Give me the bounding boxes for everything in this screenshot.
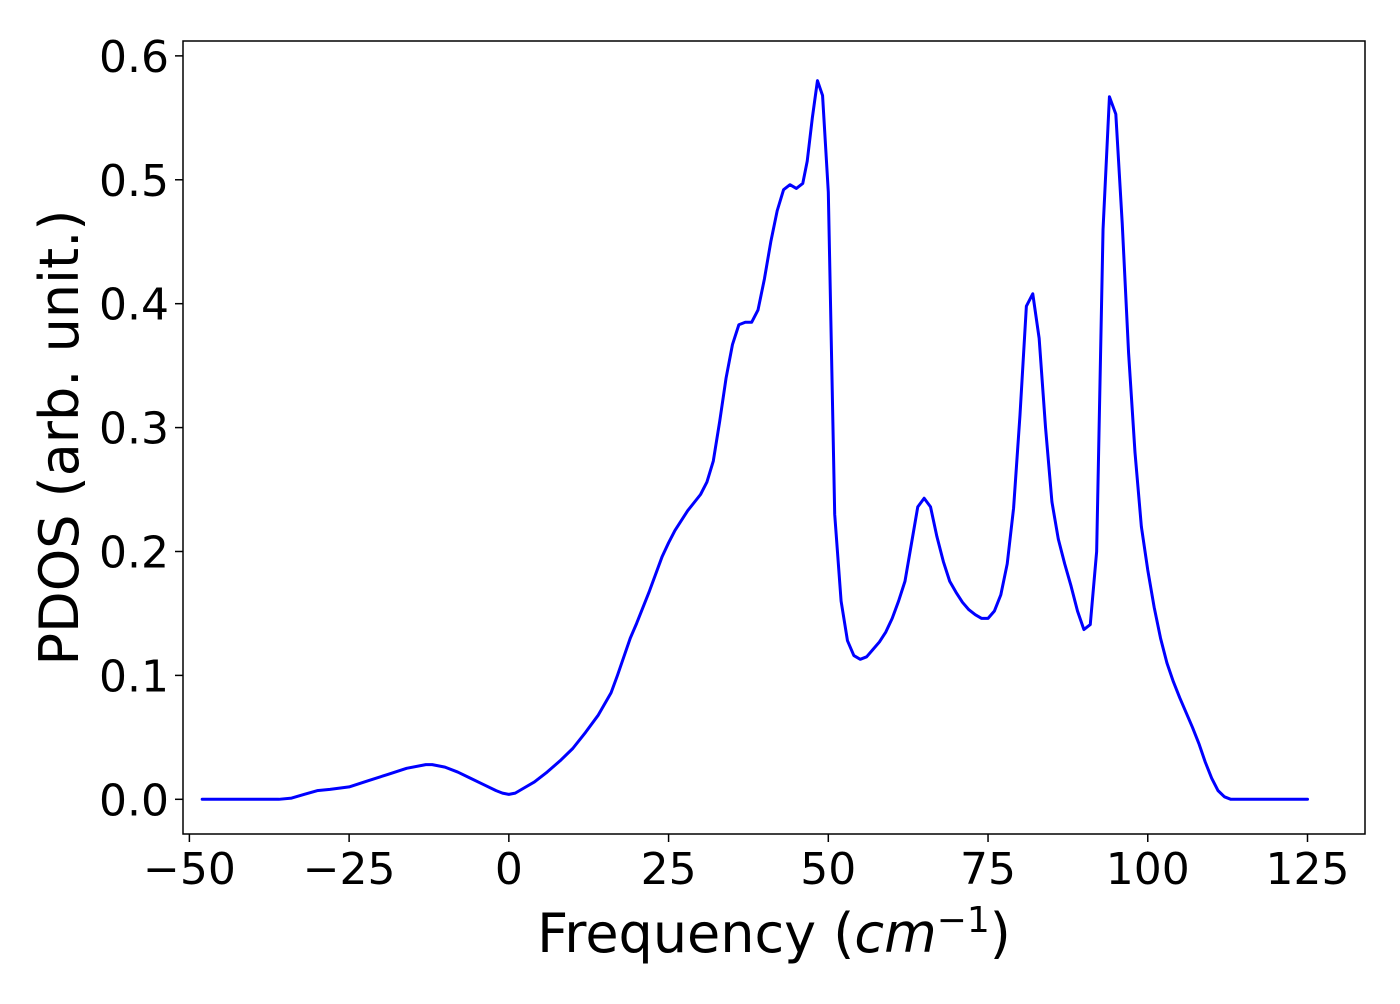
x-tick-label: 125 [1266,844,1350,895]
x-tick-label: 0 [495,844,523,895]
x-tick-label: 50 [800,844,856,895]
x-axis-label: Frequency (cm−1) [537,900,1011,966]
axes-layer: −50 −25 0 25 50 75 100 125 0.0 0.1 0.2 0.3 0.4 0.5 0.6 [99,32,1349,895]
data-layer [200,79,1309,801]
plot-frame [182,40,1366,835]
x-tick-label: −25 [303,844,396,895]
pdos-line [200,79,1309,801]
y-tick-label: 0.0 [99,775,169,826]
x-axis-label-exponent: −1 [937,900,990,941]
x-tick-label: 25 [641,844,697,895]
y-tick-label: 0.3 [99,404,169,455]
x-axis-label-prefix: Frequency ( [537,902,854,965]
x-tick-label: 100 [1106,844,1190,895]
y-axis-label: PDOS (arb. unit.) [28,210,91,666]
y-tick-label: 0.4 [99,280,169,331]
x-tick-label: 75 [960,844,1016,895]
label-layer: PDOS (arb. unit.) Frequency (cm−1) [28,210,1011,965]
x-tick-label: −50 [143,844,236,895]
x-axis-label-unit: cm [854,902,936,965]
y-tick-label: 0.1 [99,651,169,702]
y-tick-label: 0.5 [99,156,169,207]
y-tick-label: 0.6 [99,32,169,83]
x-axis-label-suffix: ) [990,902,1011,965]
frame-layer [182,40,1366,835]
y-tick-label: 0.2 [99,527,169,578]
